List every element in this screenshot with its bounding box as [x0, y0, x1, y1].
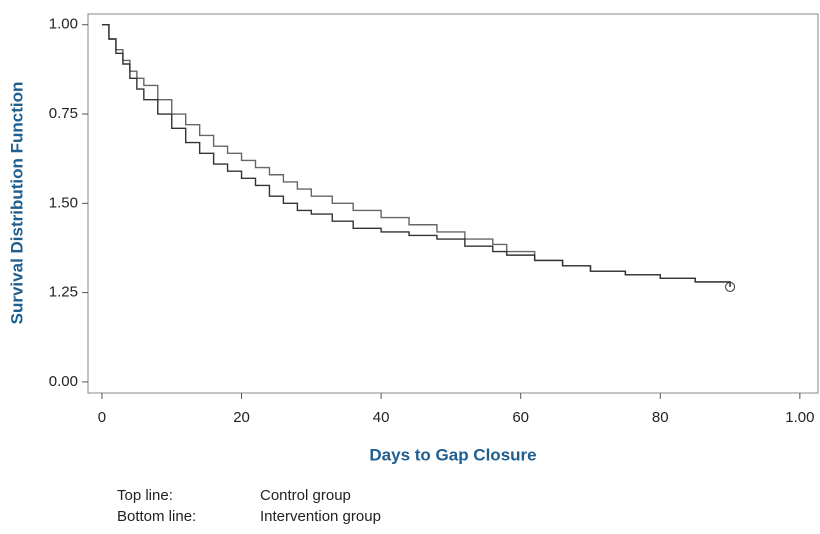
- legend-entry: Control group: [260, 487, 351, 504]
- x-tick-label: 20: [233, 409, 250, 426]
- legend-entry: Intervention group: [260, 508, 381, 525]
- x-tick-label: 1.00: [785, 409, 814, 426]
- x-tick-label: 80: [652, 409, 669, 426]
- x-tick-label: 60: [512, 409, 529, 426]
- x-tick-label: 40: [373, 409, 390, 426]
- x-tick-label: 0: [98, 409, 106, 426]
- censor-marker: [725, 281, 736, 292]
- y-axis-label: Survival Distribution Function: [7, 82, 26, 325]
- plot-frame: [87, 13, 819, 394]
- y-tick-label: 0.75: [49, 105, 78, 122]
- y-tick-label: 1.00: [49, 16, 78, 33]
- y-tick-label: 1.25: [49, 284, 78, 301]
- y-tick-label: 0.00: [49, 373, 78, 390]
- y-tick-label: 1.50: [49, 194, 78, 211]
- legend-label: Bottom line:: [117, 508, 196, 525]
- legend-label: Top line:: [117, 487, 173, 504]
- x-axis-label: Days to Gap Closure: [369, 445, 536, 464]
- survival-line: [101, 24, 731, 287]
- survival-line: [101, 24, 731, 287]
